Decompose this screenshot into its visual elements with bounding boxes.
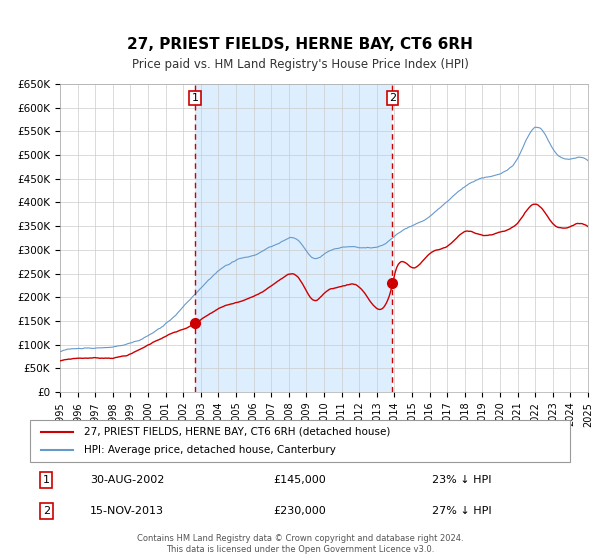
Text: Contains HM Land Registry data © Crown copyright and database right 2024.: Contains HM Land Registry data © Crown c… [137, 534, 463, 543]
Text: 30-AUG-2002: 30-AUG-2002 [90, 475, 164, 485]
Text: 27, PRIEST FIELDS, HERNE BAY, CT6 6RH (detached house): 27, PRIEST FIELDS, HERNE BAY, CT6 6RH (d… [84, 427, 391, 437]
FancyBboxPatch shape [30, 420, 570, 462]
Text: 2: 2 [389, 93, 396, 103]
Text: 2: 2 [43, 506, 50, 516]
Text: Price paid vs. HM Land Registry's House Price Index (HPI): Price paid vs. HM Land Registry's House … [131, 58, 469, 71]
Text: HPI: Average price, detached house, Canterbury: HPI: Average price, detached house, Cant… [84, 445, 336, 455]
Bar [195, 84, 392, 392]
Text: 27% ↓ HPI: 27% ↓ HPI [432, 506, 492, 516]
Text: 15-NOV-2013: 15-NOV-2013 [90, 506, 164, 516]
Text: £230,000: £230,000 [274, 506, 326, 516]
Text: 27, PRIEST FIELDS, HERNE BAY, CT6 6RH: 27, PRIEST FIELDS, HERNE BAY, CT6 6RH [127, 38, 473, 52]
Text: 1: 1 [191, 93, 199, 103]
Text: This data is licensed under the Open Government Licence v3.0.: This data is licensed under the Open Gov… [166, 545, 434, 554]
Text: 23% ↓ HPI: 23% ↓ HPI [432, 475, 492, 485]
Text: 1: 1 [43, 475, 50, 485]
Text: £145,000: £145,000 [274, 475, 326, 485]
